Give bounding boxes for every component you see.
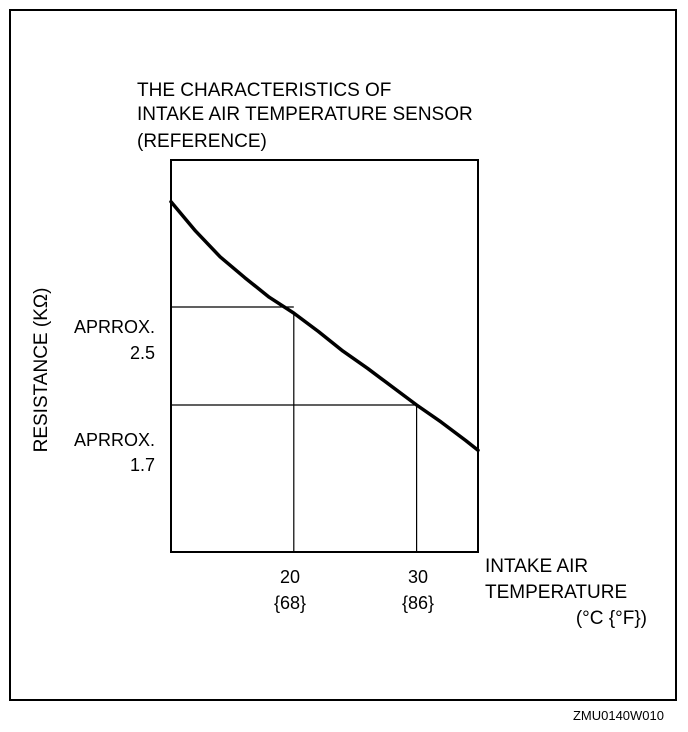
figure-code: ZMU0140W010 [573,708,664,723]
y-tick-value-2-5: 2.5 [130,343,155,363]
x-axis-label-line-1: INTAKE AIR [485,556,588,577]
y-tick-label-approx-1-7: APRROX. [74,430,155,450]
x-axis-label-line-2: TEMPERATURE [485,582,627,603]
x-tick-sublabel-86: {86} [402,593,434,613]
outer-frame [9,9,677,701]
chart-title-line-2: INTAKE AIR TEMPERATURE SENSOR [137,104,473,125]
y-tick-label-approx-2-5: APRROX. [74,317,155,337]
resistance-curve-series [169,199,480,453]
y-axis-label: RESISTANCE (KΩ) [31,288,52,453]
y-tick-value-1-7: 1.7 [130,455,155,475]
chart-title-line-3: (REFERENCE) [137,131,267,152]
x-tick-label-30: 30 [408,567,428,587]
chart-title-line-1: THE CHARACTERISTICS OF [137,80,391,101]
x-tick-sublabel-68: {68} [274,593,306,613]
plot-area-frame [170,159,479,553]
reference-lines [171,306,418,552]
x-axis-label-line-3: (°C {°F}) [576,608,647,629]
x-tick-label-20: 20 [280,567,300,587]
